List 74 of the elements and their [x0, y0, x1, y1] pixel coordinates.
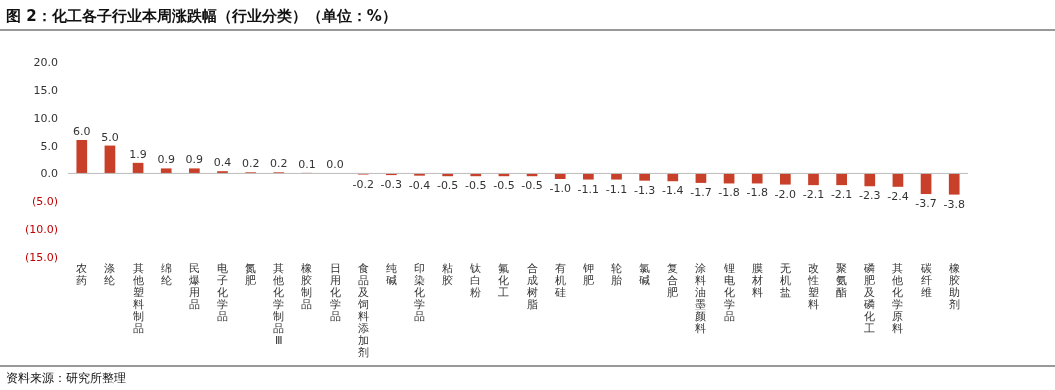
x-tick-label: 聚氨酯	[836, 262, 848, 299]
x-tick-label: 其他化学制品Ⅲ	[273, 262, 285, 347]
x-tick-label: 氯碱	[639, 262, 651, 287]
data-label: -2.4	[887, 189, 909, 203]
data-label: -2.1	[802, 188, 825, 202]
data-label: -0.5	[436, 179, 459, 193]
data-label: -0.3	[380, 178, 403, 192]
data-label: -1.1	[605, 182, 628, 196]
data-label: -1.1	[577, 182, 600, 196]
data-label: -1.4	[662, 184, 684, 198]
x-tick-label: 钾肥	[581, 262, 594, 287]
x-tick-label: 其他化学原料	[892, 262, 904, 335]
data-label: -1.8	[718, 186, 740, 200]
x-tick-label: 纯碱	[385, 262, 397, 287]
data-label: -1.3	[633, 183, 656, 197]
y-tick-label: 10.0	[33, 111, 58, 125]
data-label: -2.0	[774, 187, 797, 201]
data-label: -1.0	[549, 182, 571, 195]
data-label: 0.9	[157, 153, 175, 167]
x-tick-label: 膜材料	[750, 262, 763, 299]
y-tick-label: (10.0)	[24, 223, 58, 237]
y-tick-label: 5.0	[40, 139, 58, 153]
y-tick-label: (15.0)	[24, 251, 58, 264]
data-label: 0.0	[326, 158, 344, 172]
x-tick-label: 磷肥及磷化工	[863, 262, 876, 335]
y-tick-label: 20.0	[33, 56, 58, 69]
x-tick-label: 氮肥	[245, 262, 257, 287]
x-tick-label: 轮胎	[611, 262, 622, 287]
x-tick-label: 无机盐	[779, 262, 791, 299]
x-tick-label: 改性塑料	[807, 262, 819, 311]
data-label: -2.3	[859, 189, 881, 203]
data-label: 0.2	[241, 157, 260, 171]
data-label: 5.0	[101, 130, 119, 144]
data-label: -0.5	[465, 179, 487, 193]
x-tick-label: 粘胶	[442, 262, 454, 287]
x-tick-label: 合成树脂	[526, 262, 538, 311]
data-label: 0.1	[298, 157, 316, 171]
data-label: -0.2	[352, 177, 374, 191]
x-tick-label: 民爆用品	[188, 262, 200, 311]
text: 资料来源：研究所整理	[6, 371, 126, 385]
data-label: -2.1	[830, 188, 853, 202]
data-label: -1.8	[746, 186, 768, 200]
data-label: 1.9	[129, 147, 147, 161]
x-tick-label: 碳纤维	[919, 262, 932, 299]
x-tick-label: 锂电化学品	[722, 262, 735, 323]
x-tick-label: 有机硅	[553, 262, 566, 299]
data-label: 0.2	[270, 157, 288, 171]
x-tick-label: 涂料油墨颜料	[695, 262, 707, 335]
y-tick-label: (5.0)	[31, 195, 58, 209]
data-label: 6.0	[73, 125, 91, 138]
y-tick-label: 0.0	[40, 167, 58, 181]
x-tick-label: 复合肥	[667, 262, 679, 299]
x-tick-label: 电子化学品	[217, 262, 228, 323]
x-tick-label: 钛白粉	[469, 262, 482, 299]
data-label: -3.7	[915, 197, 937, 211]
x-tick-label: 绵纶	[160, 262, 172, 287]
x-tick-label: 橡胶助剂	[948, 262, 960, 311]
data-label: -3.8	[943, 197, 965, 211]
data-label: -0.4	[408, 178, 431, 192]
chart-title: 图 2：化工各子行业本周涨跌幅（行业分类）（单位：%）	[6, 7, 397, 25]
x-tick-label: 其他塑料制品	[132, 262, 144, 335]
data-label: 0.9	[185, 153, 204, 167]
data-label: -1.7	[690, 185, 712, 199]
x-tick-label: 日用化学品	[329, 262, 341, 323]
x-tick-label: 食品及饲料添加剂	[356, 262, 369, 359]
data-label: -0.5	[493, 179, 515, 193]
x-tick-label: 农药	[76, 262, 88, 287]
y-tick-label: 15.0	[33, 83, 58, 97]
data-label: 0.4	[213, 156, 232, 170]
x-tick-label: 橡胶制品	[301, 262, 313, 311]
x-tick-label: 氟化工	[498, 262, 510, 299]
data-label: -0.5	[521, 179, 543, 193]
x-tick-label: 印染化学品	[414, 262, 425, 323]
x-tick-label: 涤纶	[104, 262, 116, 287]
